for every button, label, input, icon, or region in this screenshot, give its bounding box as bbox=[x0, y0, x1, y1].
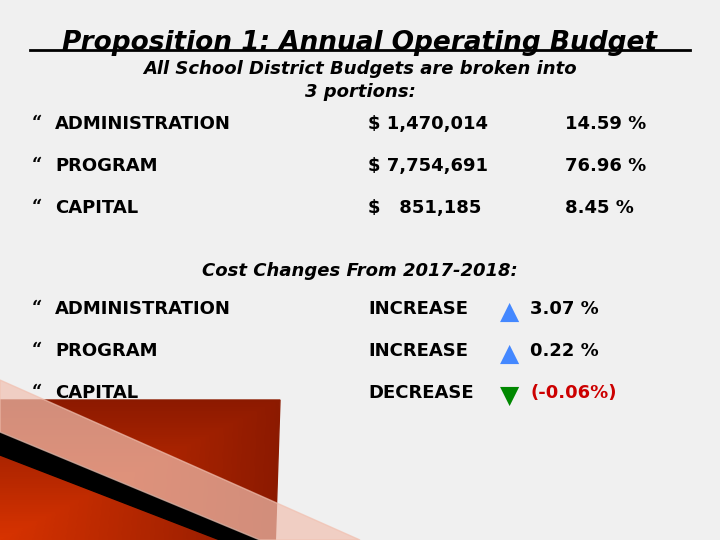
Polygon shape bbox=[0, 487, 107, 540]
Polygon shape bbox=[0, 435, 210, 540]
Text: “: “ bbox=[32, 384, 42, 402]
Polygon shape bbox=[0, 402, 275, 540]
Text: 3.07 %: 3.07 % bbox=[530, 300, 599, 318]
Text: (-0.06%): (-0.06%) bbox=[530, 384, 616, 402]
Polygon shape bbox=[0, 505, 70, 540]
Polygon shape bbox=[0, 498, 84, 540]
Polygon shape bbox=[0, 528, 23, 540]
Text: “: “ bbox=[32, 199, 42, 217]
Polygon shape bbox=[0, 437, 205, 540]
Text: “: “ bbox=[32, 300, 42, 318]
Polygon shape bbox=[0, 468, 145, 540]
Text: ADMINISTRATION: ADMINISTRATION bbox=[55, 115, 231, 133]
Polygon shape bbox=[0, 512, 56, 540]
Text: “: “ bbox=[32, 115, 42, 133]
Polygon shape bbox=[0, 531, 19, 540]
Polygon shape bbox=[0, 447, 186, 540]
Polygon shape bbox=[0, 458, 163, 540]
Polygon shape bbox=[0, 418, 243, 540]
Polygon shape bbox=[0, 421, 238, 540]
Polygon shape bbox=[0, 489, 103, 540]
Polygon shape bbox=[0, 409, 261, 540]
Polygon shape bbox=[0, 480, 122, 540]
Polygon shape bbox=[0, 470, 140, 540]
Polygon shape bbox=[0, 535, 9, 540]
Text: INCREASE: INCREASE bbox=[368, 300, 468, 318]
Polygon shape bbox=[0, 404, 271, 540]
Text: 3 portions:: 3 portions: bbox=[305, 83, 415, 101]
Text: PROGRAM: PROGRAM bbox=[55, 342, 158, 360]
Text: DECREASE: DECREASE bbox=[368, 384, 474, 402]
Text: ▲: ▲ bbox=[500, 300, 520, 324]
Text: 0.22 %: 0.22 % bbox=[530, 342, 599, 360]
Text: INCREASE: INCREASE bbox=[368, 342, 468, 360]
Text: CAPITAL: CAPITAL bbox=[55, 384, 138, 402]
Polygon shape bbox=[0, 491, 98, 540]
Polygon shape bbox=[0, 444, 192, 540]
Polygon shape bbox=[0, 426, 229, 540]
Polygon shape bbox=[0, 423, 233, 540]
Text: $ 1,470,014: $ 1,470,014 bbox=[368, 115, 488, 133]
Polygon shape bbox=[0, 517, 47, 540]
Text: ▲: ▲ bbox=[500, 342, 520, 366]
Polygon shape bbox=[0, 521, 37, 540]
Text: “: “ bbox=[32, 157, 42, 175]
Polygon shape bbox=[0, 449, 182, 540]
Polygon shape bbox=[0, 538, 4, 540]
Text: Proposition 1: Annual Operating Budget: Proposition 1: Annual Operating Budget bbox=[63, 30, 657, 56]
Text: ADMINISTRATION: ADMINISTRATION bbox=[55, 300, 231, 318]
Polygon shape bbox=[0, 430, 220, 540]
Text: ▼: ▼ bbox=[500, 384, 520, 408]
Polygon shape bbox=[0, 526, 28, 540]
Polygon shape bbox=[0, 428, 224, 540]
Text: $   851,185: $ 851,185 bbox=[368, 199, 482, 217]
Polygon shape bbox=[0, 472, 135, 540]
Polygon shape bbox=[0, 508, 66, 540]
Text: “: “ bbox=[32, 342, 42, 360]
Polygon shape bbox=[0, 461, 158, 540]
Polygon shape bbox=[0, 482, 117, 540]
Text: $ 7,754,691: $ 7,754,691 bbox=[368, 157, 488, 175]
Polygon shape bbox=[0, 514, 51, 540]
Polygon shape bbox=[0, 477, 126, 540]
Polygon shape bbox=[0, 463, 154, 540]
Polygon shape bbox=[0, 465, 149, 540]
Polygon shape bbox=[0, 440, 201, 540]
Text: 8.45 %: 8.45 % bbox=[565, 199, 634, 217]
Polygon shape bbox=[0, 411, 256, 540]
Polygon shape bbox=[0, 380, 360, 540]
Text: Cost Changes From 2017-2018:: Cost Changes From 2017-2018: bbox=[202, 262, 518, 280]
Polygon shape bbox=[0, 510, 60, 540]
Text: All School District Budgets are broken into: All School District Budgets are broken i… bbox=[143, 60, 577, 78]
Polygon shape bbox=[0, 494, 94, 540]
Polygon shape bbox=[0, 454, 173, 540]
Polygon shape bbox=[0, 519, 42, 540]
Polygon shape bbox=[0, 442, 196, 540]
Polygon shape bbox=[0, 433, 215, 540]
Polygon shape bbox=[0, 503, 75, 540]
Text: PROGRAM: PROGRAM bbox=[55, 157, 158, 175]
Polygon shape bbox=[0, 414, 252, 540]
Polygon shape bbox=[0, 533, 14, 540]
Text: 76.96 %: 76.96 % bbox=[565, 157, 647, 175]
Polygon shape bbox=[0, 451, 177, 540]
Text: CAPITAL: CAPITAL bbox=[55, 199, 138, 217]
Polygon shape bbox=[0, 456, 168, 540]
Polygon shape bbox=[0, 400, 280, 540]
Polygon shape bbox=[0, 524, 32, 540]
Polygon shape bbox=[0, 407, 266, 540]
Polygon shape bbox=[0, 475, 130, 540]
Polygon shape bbox=[0, 496, 89, 540]
Polygon shape bbox=[0, 484, 112, 540]
Polygon shape bbox=[0, 432, 260, 540]
Polygon shape bbox=[0, 501, 79, 540]
Text: 14.59 %: 14.59 % bbox=[565, 115, 647, 133]
Polygon shape bbox=[0, 416, 248, 540]
